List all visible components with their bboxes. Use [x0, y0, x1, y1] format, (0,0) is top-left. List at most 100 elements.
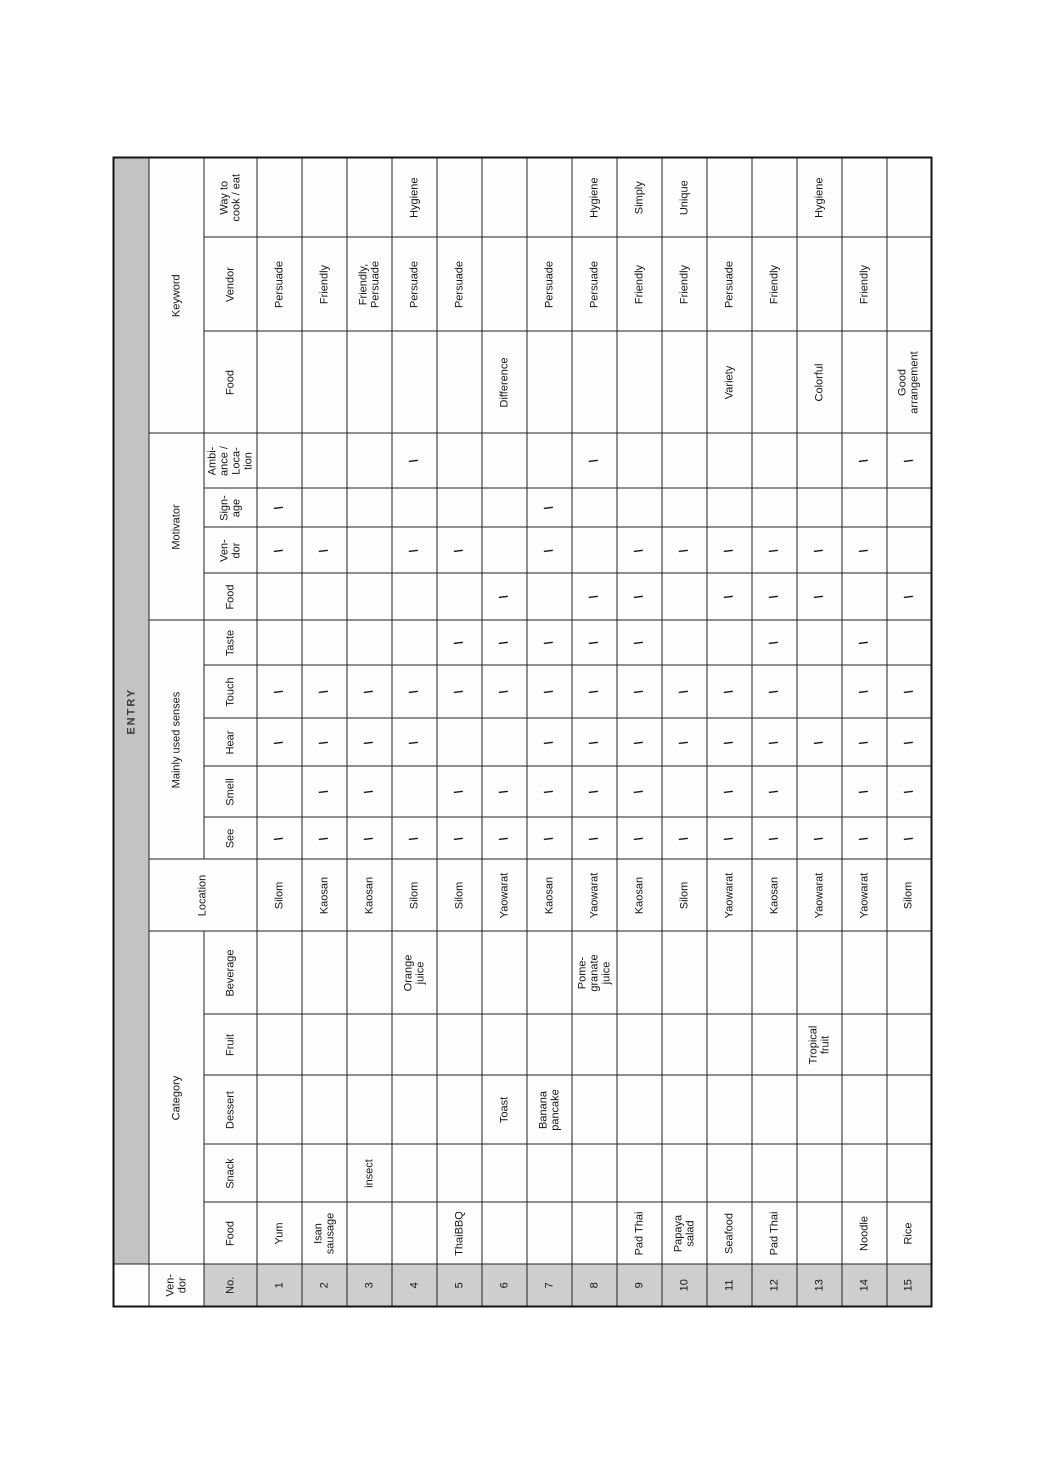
check-mark: /: [496, 593, 511, 601]
cell-m_vendor: /: [661, 527, 707, 574]
check-mark: /: [631, 546, 646, 555]
cell-m_food: [661, 573, 707, 621]
cell-fruit: [751, 1014, 797, 1076]
cell-hear: /: [616, 718, 662, 767]
cell-m_food: [301, 573, 347, 621]
cell-no: 10: [661, 1264, 707, 1307]
cell-m_signage: /: [256, 488, 302, 528]
check-mark: /: [811, 834, 826, 843]
col-taste: Taste: [203, 620, 257, 666]
check-mark: /: [586, 639, 601, 647]
cell-dessert: Toast: [481, 1075, 527, 1145]
cell-k_vendor: Friendly: [616, 237, 662, 332]
cell-k_vendor: Persuade: [526, 237, 572, 332]
cell-smell: [256, 766, 302, 818]
cell-touch: /: [886, 665, 932, 719]
cell-hear: /: [886, 718, 932, 767]
col-motivator-signage: Sign- age: [203, 488, 257, 528]
cell-fruit: Tropical fruit: [796, 1014, 842, 1076]
cell-k_food: [526, 331, 572, 434]
check-mark: /: [856, 546, 871, 555]
cell-no: 7: [526, 1264, 572, 1307]
cell-beverage: [706, 931, 752, 1015]
cell-m_food: [391, 573, 437, 621]
col-hear: Hear: [203, 718, 257, 767]
table-row: 13 Tropical fruit Yaowarat / / / / Colorful Hygi…: [796, 157, 842, 1307]
cell-m_ambiance: [301, 433, 347, 489]
cell-m_signage: [391, 488, 437, 528]
cell-location: Silom: [661, 859, 707, 932]
cell-food: Noodle: [841, 1202, 887, 1265]
cell-touch: /: [481, 665, 527, 719]
table-row: 5 ThaiBBQ Silom / / / / / Persuade: [436, 157, 482, 1307]
cell-dessert: [661, 1075, 707, 1145]
cell-snack: [796, 1144, 842, 1203]
cell-beverage: Orange juice: [391, 931, 437, 1015]
cell-m_signage: [301, 488, 347, 528]
cell-no: 6: [481, 1264, 527, 1307]
cell-hear: /: [346, 718, 392, 767]
cell-touch: /: [256, 665, 302, 719]
cell-snack: [571, 1144, 617, 1203]
cell-food: [346, 1202, 392, 1265]
cell-location: Kaosan: [616, 859, 662, 932]
cell-hear: /: [751, 718, 797, 767]
col-keyword-food: Food: [203, 331, 257, 434]
table-row: 2 Isan sausage Kaosan / / / / / Friendly: [301, 157, 347, 1307]
group-motivator: Motivator: [148, 433, 204, 621]
check-mark: /: [631, 639, 646, 647]
cell-dessert: [571, 1075, 617, 1145]
cell-no: 2: [301, 1264, 347, 1307]
check-mark: /: [271, 834, 286, 843]
cell-touch: /: [706, 665, 752, 719]
cell-k_way: [481, 157, 527, 238]
cell-no: 3: [346, 1264, 392, 1307]
check-mark: /: [676, 834, 691, 843]
cell-touch: /: [391, 665, 437, 719]
cell-taste: [706, 620, 752, 666]
cell-beverage: [256, 931, 302, 1015]
cell-dessert: [391, 1075, 437, 1145]
cell-m_signage: [706, 488, 752, 528]
cell-taste: [886, 620, 932, 666]
cell-beverage: Pome- granate juice: [571, 931, 617, 1015]
cell-k_vendor: Friendly: [841, 237, 887, 332]
cell-m_signage: [661, 488, 707, 528]
cell-touch: /: [301, 665, 347, 719]
cell-location: Silom: [256, 859, 302, 932]
cell-k_way: Hygiene: [571, 157, 617, 238]
check-mark: /: [721, 834, 736, 843]
cell-touch: [796, 665, 842, 719]
cell-m_vendor: [346, 527, 392, 574]
cell-beverage: [796, 931, 842, 1015]
check-mark: /: [451, 688, 466, 696]
cell-m_food: [346, 573, 392, 621]
cell-m_food: [256, 573, 302, 621]
cell-no: 14: [841, 1264, 887, 1307]
cell-food: Pad Thai: [616, 1202, 662, 1265]
cell-see: /: [886, 817, 932, 860]
check-mark: /: [631, 834, 646, 843]
cell-touch: /: [841, 665, 887, 719]
cell-food: [481, 1202, 527, 1265]
check-mark: /: [361, 788, 376, 796]
table-row: 8 Pome- granate juice Yaowarat / / / / / / / Persu…: [571, 157, 617, 1307]
table-row: 14 Noodle Yaowarat / / / / / / / Friendly: [841, 157, 887, 1307]
cell-taste: [391, 620, 437, 666]
col-touch: Touch: [203, 665, 257, 719]
cell-location: Yaowarat: [706, 859, 752, 932]
cell-smell: /: [481, 766, 527, 818]
cell-hear: /: [526, 718, 572, 767]
cell-m_signage: [571, 488, 617, 528]
cell-m_food: [526, 573, 572, 621]
cell-touch: /: [436, 665, 482, 719]
cell-smell: /: [616, 766, 662, 818]
cell-touch: /: [526, 665, 572, 719]
cell-smell: [391, 766, 437, 818]
check-mark: /: [586, 788, 601, 796]
check-mark: /: [271, 738, 286, 747]
cell-hear: [481, 718, 527, 767]
cell-k_food: Colorful: [796, 331, 842, 434]
cell-snack: [391, 1144, 437, 1203]
check-mark: /: [406, 457, 421, 465]
